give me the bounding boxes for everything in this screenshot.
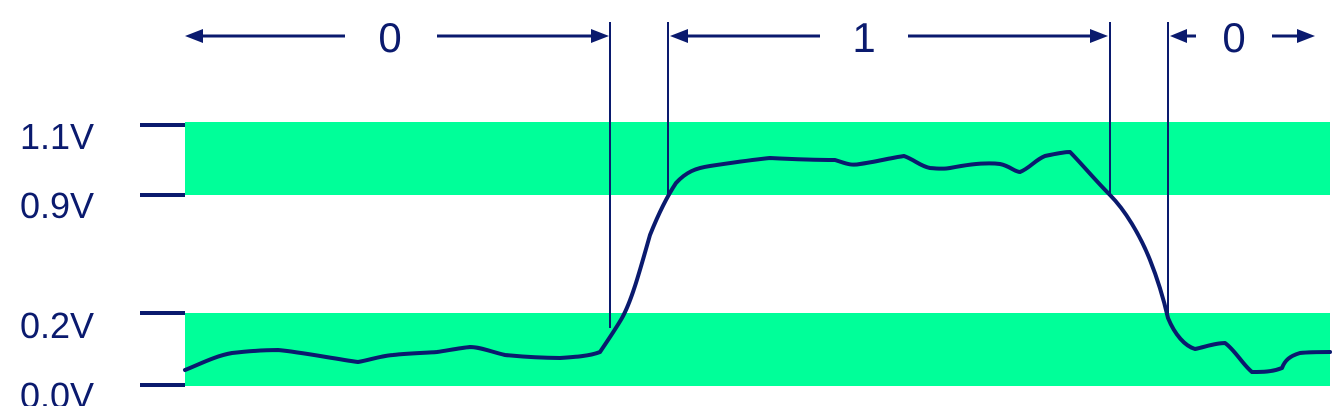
voltage-label-1-1v: 1.1V: [20, 116, 94, 157]
bit-label-1: 1: [852, 14, 875, 61]
arrowhead-left: [1170, 29, 1187, 43]
voltage-label-0-2v: 0.2V: [20, 305, 94, 346]
arrowhead-left: [670, 29, 688, 43]
arrowhead-left: [185, 29, 203, 43]
bit-label-0-last: 0: [1222, 14, 1245, 61]
arrowhead-right: [1090, 29, 1108, 43]
arrowhead-right: [591, 29, 609, 43]
voltage-ticks: [140, 125, 185, 385]
voltage-label-0-0v: 0.0V: [20, 375, 94, 406]
voltage-label-0-9v: 0.9V: [20, 185, 94, 226]
bit-label-0: 0: [378, 14, 401, 61]
arrowhead-right: [1297, 29, 1315, 43]
low-voltage-band: [185, 313, 1330, 386]
bit-interval-arrows: [185, 29, 1315, 43]
